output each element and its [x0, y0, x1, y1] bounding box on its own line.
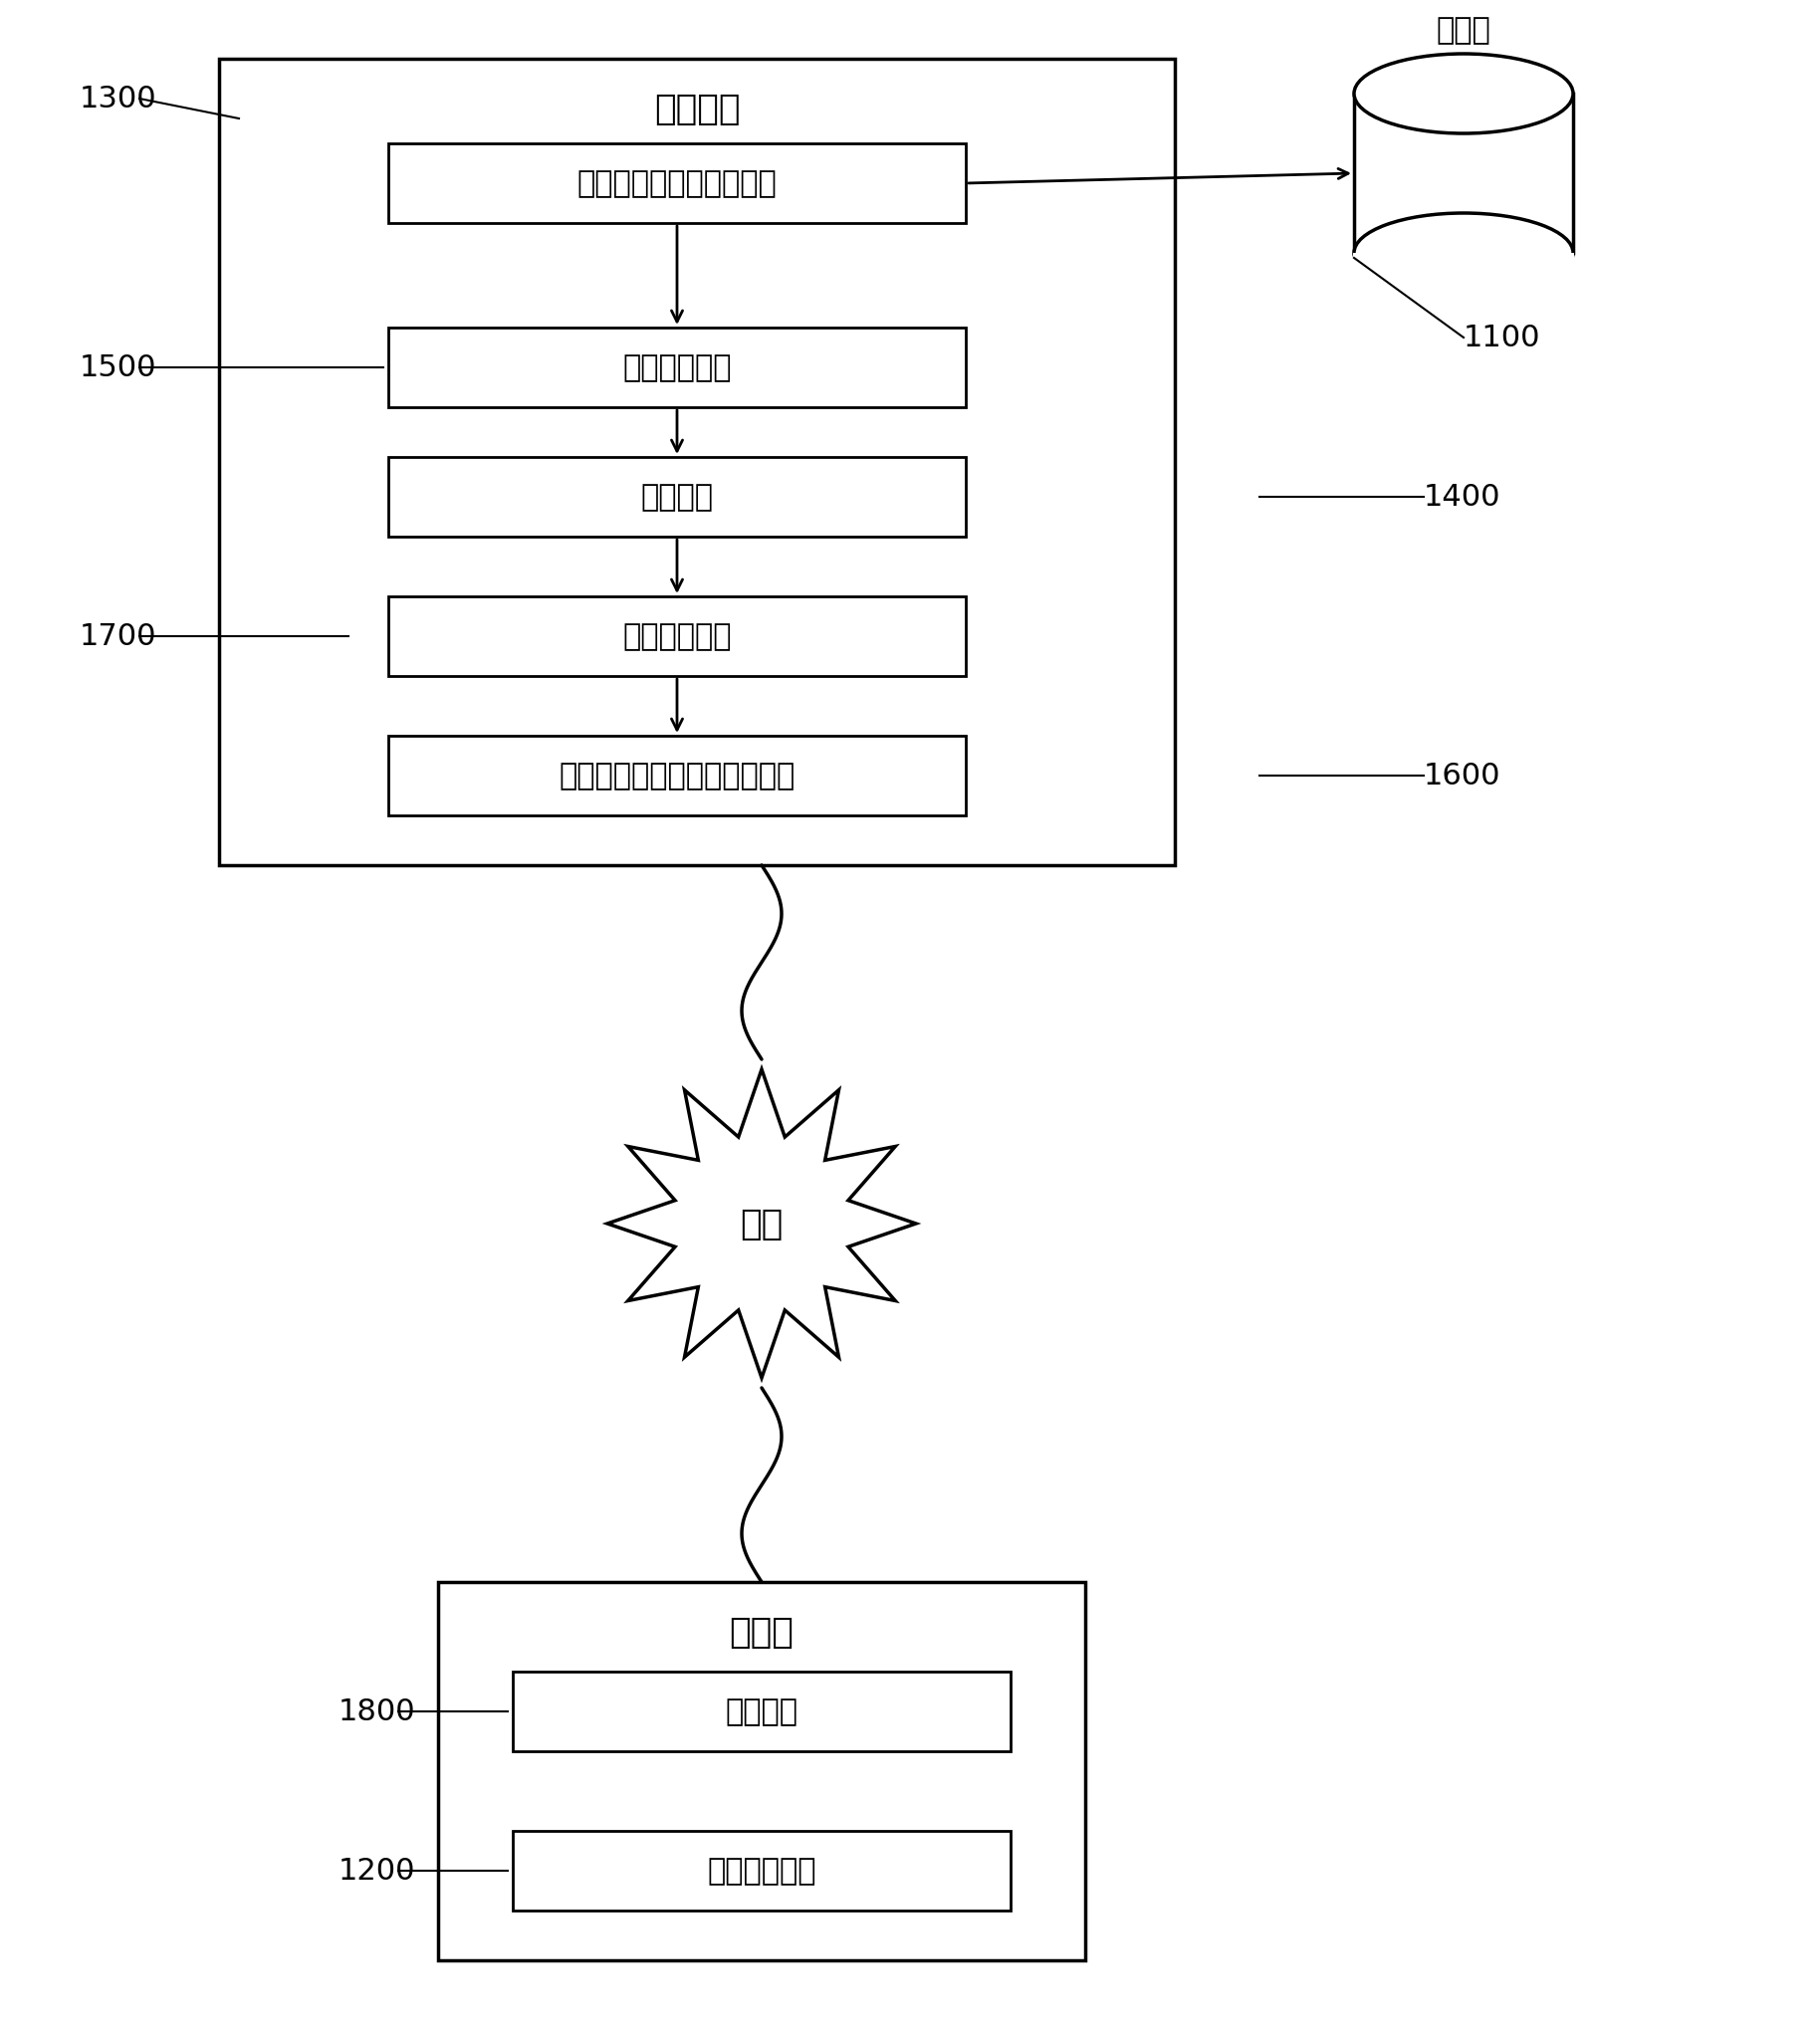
Text: 1300: 1300: [80, 85, 157, 114]
Ellipse shape: [1354, 213, 1572, 294]
Bar: [513, 1831, 1010, 1910]
Bar: [513, 1673, 1010, 1752]
Text: 1500: 1500: [80, 353, 157, 382]
Text: 1100: 1100: [1463, 325, 1542, 353]
Bar: [388, 329, 966, 408]
Text: 1200: 1200: [339, 1855, 415, 1886]
Text: 文档检索模块: 文档检索模块: [622, 353, 732, 382]
Text: 结果分组模块: 结果分组模块: [622, 623, 732, 652]
Bar: [1354, 95, 1572, 254]
Text: 1400: 1400: [1423, 483, 1501, 512]
Text: 1800: 1800: [339, 1697, 415, 1726]
Bar: [1352, 254, 1574, 296]
Text: 显示模块: 显示模块: [726, 1697, 797, 1726]
Text: 问题分析和检索生成模块: 问题分析和检索生成模块: [577, 171, 777, 199]
Bar: [388, 144, 966, 223]
Text: 数据库: 数据库: [1436, 16, 1491, 45]
Bar: [218, 59, 1176, 865]
Text: 1600: 1600: [1423, 761, 1501, 790]
Text: 结果抽取: 结果抽取: [641, 483, 713, 512]
Ellipse shape: [1354, 55, 1572, 134]
Bar: [388, 597, 966, 676]
Bar: [388, 457, 966, 538]
Text: 分组结果分析和报告生成模块: 分组结果分析和报告生成模块: [559, 761, 795, 790]
Text: 客户端: 客户端: [730, 1616, 794, 1648]
Text: 服务器端: 服务器端: [653, 93, 741, 126]
Polygon shape: [608, 1070, 915, 1378]
Text: 网络: 网络: [741, 1208, 783, 1240]
Text: 1700: 1700: [80, 623, 157, 652]
Bar: [439, 1581, 1085, 1961]
Bar: [388, 737, 966, 816]
Text: 问题输入模块: 问题输入模块: [708, 1855, 815, 1886]
